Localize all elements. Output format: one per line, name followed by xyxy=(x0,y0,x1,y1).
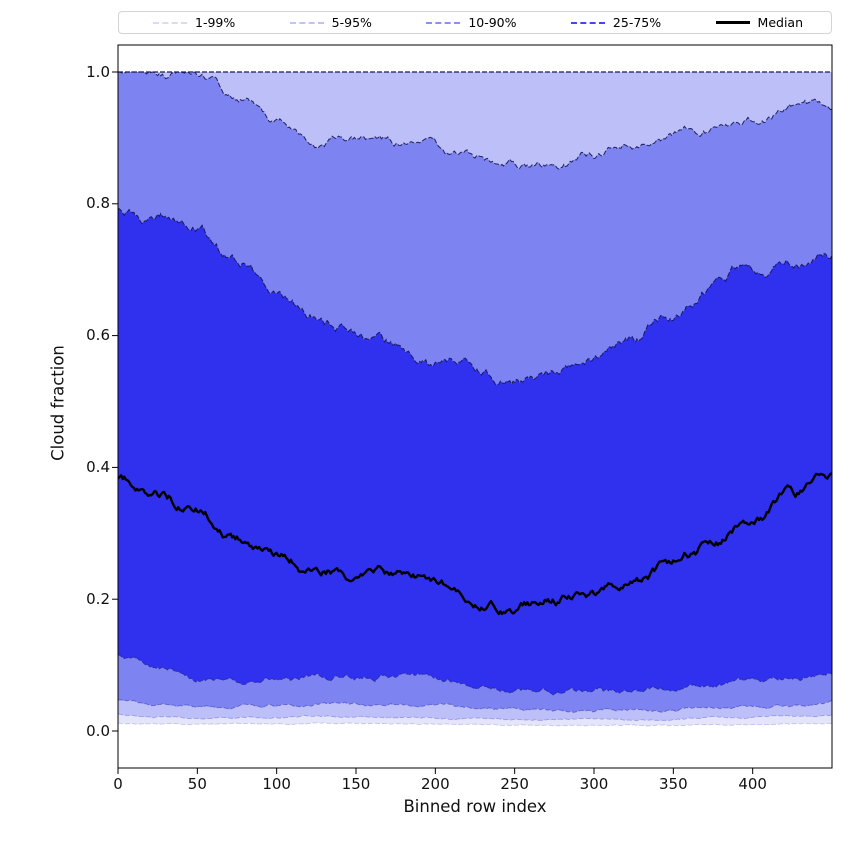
band-5-95-line-swatch xyxy=(289,21,324,24)
median-line-swatch xyxy=(715,21,750,24)
plot-clip-group xyxy=(118,71,832,727)
x-tick-label: 200 xyxy=(421,775,450,793)
x-tick-label: 300 xyxy=(579,775,609,793)
legend-item-median: Median xyxy=(715,15,803,30)
band-10-90-line-swatch xyxy=(426,21,461,24)
x-tick-label: 350 xyxy=(659,775,688,793)
legend: 1-99% 5-95% 10-90% 25-75% Median xyxy=(118,11,832,34)
percentile-line-p10 xyxy=(118,699,832,713)
legend-label-25-75: 25-75% xyxy=(612,15,662,30)
y-tick-label: 0.8 xyxy=(86,194,110,213)
median-line xyxy=(118,472,832,616)
percentile-line-p1 xyxy=(118,722,832,727)
percentile-line-p90 xyxy=(118,71,832,170)
y-tick-label: 0.4 xyxy=(86,457,110,476)
x-tick-label: 50 xyxy=(187,775,207,793)
x-tick-label: 100 xyxy=(262,775,291,793)
y-tick-label: 0.6 xyxy=(86,326,110,345)
x-tick-label: 250 xyxy=(500,775,529,793)
legend-item-5-95: 5-95% xyxy=(289,15,372,30)
legend-item-10-90: 10-90% xyxy=(426,15,517,30)
legend-label-5-95: 5-95% xyxy=(331,15,372,30)
legend-label-median: Median xyxy=(757,15,803,30)
x-axis-label: Binned row index xyxy=(403,797,547,816)
axes-frame xyxy=(117,44,833,769)
legend-item-1-99: 1-99% xyxy=(153,15,235,30)
x-tick-label: 400 xyxy=(738,775,767,793)
y-tick-label: 1.0 xyxy=(86,62,110,81)
percentile-line-p5 xyxy=(118,713,832,722)
x-tick-label: 150 xyxy=(341,775,371,793)
band-1-99-line-swatch xyxy=(153,21,187,24)
band-25-75-line-swatch xyxy=(570,21,605,24)
y-tick-label: 0.0 xyxy=(86,721,110,740)
percentile-line-p75 xyxy=(118,207,832,386)
y-tick-label: 0.2 xyxy=(86,589,110,608)
legend-label-1-99: 1-99% xyxy=(195,15,236,30)
band-25-75-area xyxy=(118,207,832,695)
legend-item-25-75: 25-75% xyxy=(570,15,662,30)
x-tick-label: 0 xyxy=(113,775,123,793)
percentile-line-p25 xyxy=(118,654,832,696)
y-axis-label: Cloud fraction xyxy=(48,345,68,461)
legend-label-10-90: 10-90% xyxy=(468,15,517,30)
